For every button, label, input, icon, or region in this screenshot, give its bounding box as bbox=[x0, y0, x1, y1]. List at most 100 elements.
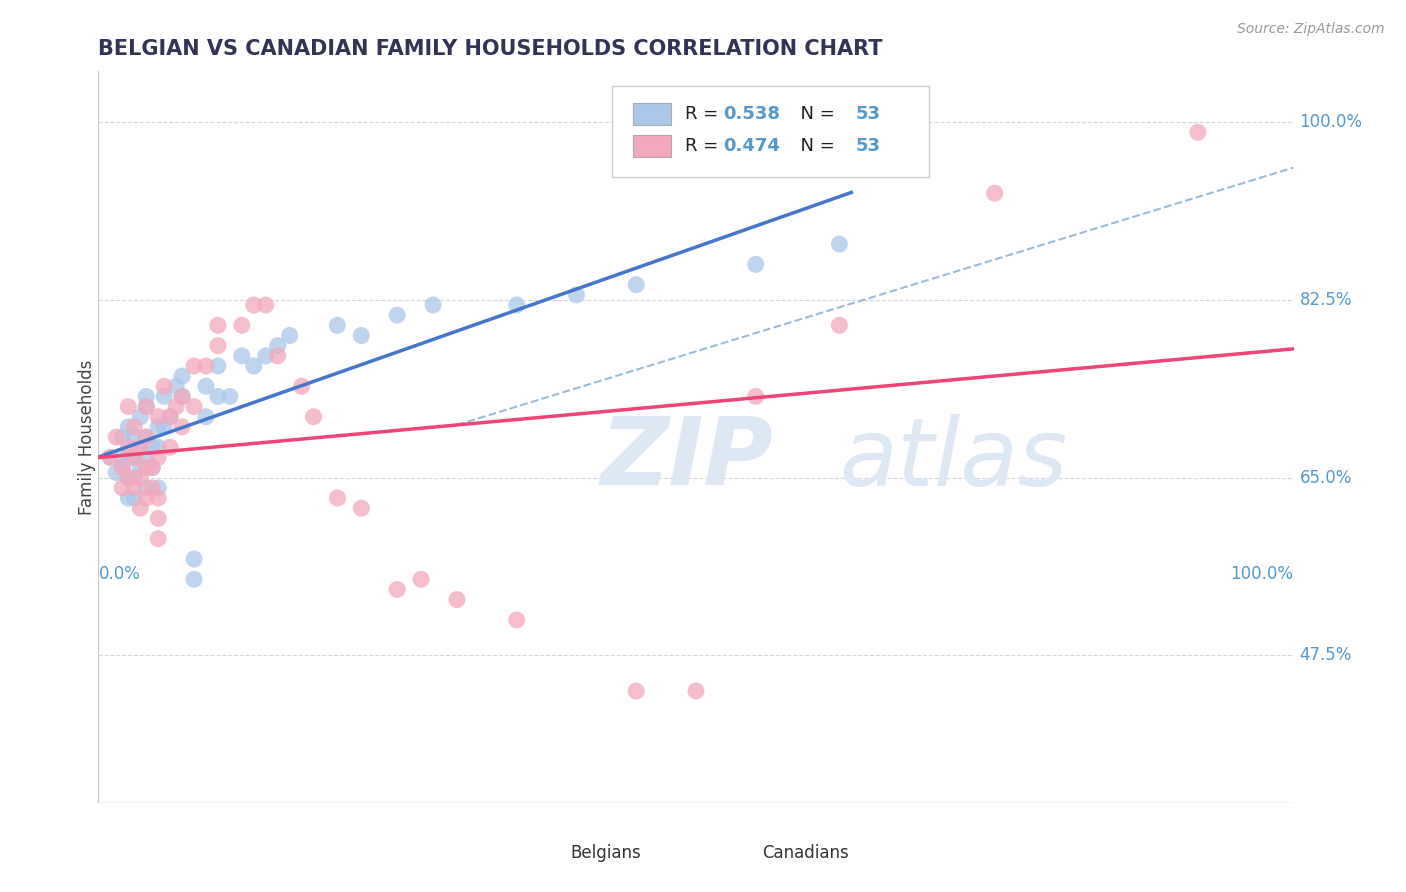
Point bbox=[148, 511, 170, 525]
Point bbox=[129, 440, 152, 454]
Point bbox=[159, 440, 181, 454]
Point bbox=[385, 308, 409, 322]
Point bbox=[326, 491, 349, 505]
Point bbox=[195, 409, 218, 424]
Point bbox=[117, 471, 139, 485]
Point bbox=[828, 237, 851, 252]
Point bbox=[117, 440, 139, 454]
Point bbox=[135, 430, 157, 444]
Point bbox=[565, 288, 588, 302]
Point bbox=[135, 389, 157, 403]
Point bbox=[124, 491, 146, 505]
Point bbox=[111, 430, 134, 444]
Point bbox=[207, 318, 229, 333]
Point bbox=[129, 471, 152, 485]
Text: 100.0%: 100.0% bbox=[1299, 113, 1362, 131]
Text: ZIP: ZIP bbox=[600, 413, 773, 505]
Point bbox=[506, 613, 529, 627]
Point bbox=[745, 389, 768, 403]
Point bbox=[148, 491, 170, 505]
FancyBboxPatch shape bbox=[633, 135, 671, 157]
Point bbox=[153, 379, 176, 393]
Point bbox=[141, 460, 163, 475]
Point bbox=[117, 400, 139, 414]
Text: atlas: atlas bbox=[839, 414, 1067, 505]
FancyBboxPatch shape bbox=[613, 86, 929, 178]
Point bbox=[129, 460, 152, 475]
Point bbox=[207, 338, 229, 352]
Point bbox=[183, 359, 205, 373]
Point bbox=[745, 257, 768, 271]
Point bbox=[828, 318, 851, 333]
Point bbox=[105, 430, 128, 444]
Point bbox=[350, 328, 373, 343]
Point bbox=[207, 359, 229, 373]
Point bbox=[159, 409, 181, 424]
Point bbox=[231, 349, 253, 363]
Point bbox=[148, 409, 170, 424]
Text: 47.5%: 47.5% bbox=[1299, 647, 1353, 665]
Point bbox=[219, 389, 242, 403]
Y-axis label: Family Households: Family Households bbox=[79, 359, 96, 515]
Point bbox=[124, 450, 146, 465]
Point bbox=[111, 460, 134, 475]
Point bbox=[278, 328, 301, 343]
Point bbox=[1187, 125, 1209, 139]
Point bbox=[231, 318, 253, 333]
Text: 53: 53 bbox=[856, 137, 882, 155]
Point bbox=[111, 450, 134, 465]
Point bbox=[153, 420, 176, 434]
Point bbox=[135, 460, 157, 475]
Text: 100.0%: 100.0% bbox=[1230, 566, 1294, 583]
Point bbox=[141, 440, 163, 454]
Point bbox=[135, 491, 157, 505]
Text: R =: R = bbox=[685, 137, 724, 155]
Point bbox=[984, 186, 1007, 201]
Text: N =: N = bbox=[789, 104, 841, 123]
Point bbox=[172, 369, 194, 384]
Point bbox=[254, 298, 277, 312]
FancyBboxPatch shape bbox=[529, 842, 562, 863]
Point bbox=[422, 298, 444, 312]
Point bbox=[98, 450, 122, 465]
Point bbox=[129, 440, 152, 454]
Point bbox=[172, 420, 194, 434]
Point bbox=[267, 349, 290, 363]
Point bbox=[626, 684, 648, 698]
Text: Belgians: Belgians bbox=[571, 844, 641, 862]
Point bbox=[302, 409, 325, 424]
FancyBboxPatch shape bbox=[720, 842, 754, 863]
Point bbox=[135, 400, 157, 414]
Point bbox=[111, 460, 134, 475]
Point bbox=[183, 572, 205, 586]
Text: Source: ZipAtlas.com: Source: ZipAtlas.com bbox=[1237, 22, 1385, 37]
Text: Canadians: Canadians bbox=[762, 844, 848, 862]
Point bbox=[111, 481, 134, 495]
Point bbox=[98, 450, 122, 465]
Point bbox=[385, 582, 409, 597]
Point bbox=[141, 481, 163, 495]
Point bbox=[129, 501, 152, 516]
Text: 0.0%: 0.0% bbox=[98, 566, 141, 583]
Point bbox=[148, 481, 170, 495]
Point bbox=[124, 450, 146, 465]
Point bbox=[165, 379, 187, 393]
Point bbox=[195, 359, 218, 373]
Text: 0.538: 0.538 bbox=[724, 104, 780, 123]
Point bbox=[117, 471, 139, 485]
Point bbox=[243, 298, 266, 312]
Text: 53: 53 bbox=[856, 104, 882, 123]
Point bbox=[124, 430, 146, 444]
Point bbox=[254, 349, 277, 363]
Point bbox=[165, 400, 187, 414]
Point bbox=[183, 552, 205, 566]
Point bbox=[685, 684, 707, 698]
Point bbox=[172, 389, 194, 403]
Point bbox=[124, 420, 146, 434]
Point bbox=[183, 400, 205, 414]
Point bbox=[105, 466, 128, 480]
Text: BELGIAN VS CANADIAN FAMILY HOUSEHOLDS CORRELATION CHART: BELGIAN VS CANADIAN FAMILY HOUSEHOLDS CO… bbox=[98, 38, 883, 59]
Point bbox=[153, 389, 176, 403]
Point bbox=[207, 389, 229, 403]
Point bbox=[411, 572, 433, 586]
